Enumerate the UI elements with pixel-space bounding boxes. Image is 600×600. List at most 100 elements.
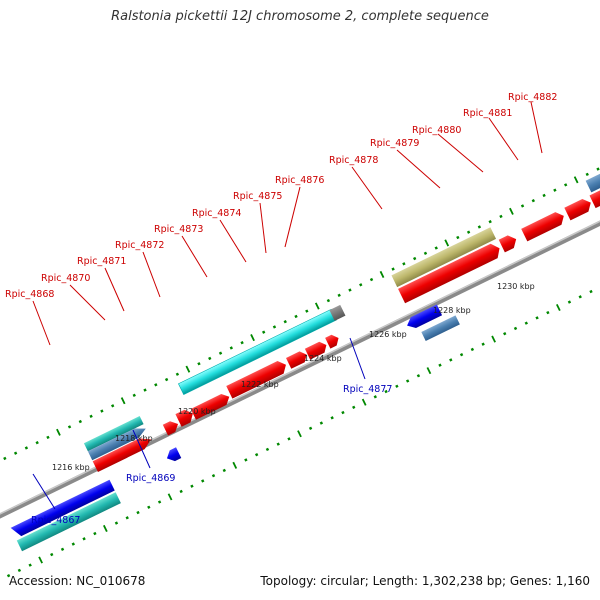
gene-label-4879[interactable]: Rpic_4879 [370,138,419,149]
tick-mark [175,372,180,376]
tick-mark [384,389,388,394]
feature-4880[interactable] [521,210,567,242]
tick-mark [218,351,223,355]
tick-mark [17,568,22,573]
tick-mark [185,365,191,373]
scale-label: 1230 kbp [497,282,535,291]
tick-mark [444,239,450,247]
tick-mark [56,428,61,436]
tick-mark [413,256,417,261]
tick-mark [114,521,119,525]
tick-mark [13,451,18,455]
tick-mark [93,531,97,536]
tick-mark [596,167,600,171]
gene-label-4876[interactable]: Rpic_4876 [275,175,324,186]
feature-4877[interactable] [404,304,443,331]
tick-mark [352,405,356,409]
feature-4874[interactable] [286,349,309,369]
tick-mark [229,346,233,350]
tick-mark [564,183,568,187]
gene-label-4877[interactable]: Rpic_4877 [343,384,392,395]
feature-4881[interactable] [564,196,594,221]
gene-label-4881[interactable]: Rpic_4881 [463,108,512,119]
feature-4867-rna[interactable] [16,492,121,552]
feature-4882[interactable] [589,188,600,209]
feature-4876[interactable] [325,333,341,349]
tick-mark [305,309,309,313]
feature-4868-rna[interactable] [83,416,144,452]
tick-mark [201,479,205,483]
feature-4869[interactable] [164,447,182,463]
feature-4871[interactable] [175,407,196,427]
tick-mark [67,425,72,429]
gene-label-4872[interactable]: Rpic_4872 [115,240,164,251]
tick-mark [369,277,374,282]
tick-mark [438,363,442,367]
tick-mark [423,251,428,255]
feature-4873[interactable] [226,358,289,399]
tick-mark [125,516,129,520]
tick-mark [147,505,151,509]
tick-mark [459,353,464,357]
tick-mark [297,430,302,438]
feature-4878-rna[interactable] [391,227,497,288]
feature-4879[interactable] [498,233,520,253]
scale-label: 1218 kbp [115,434,153,443]
accession-text: Accession: NC_010678 [9,574,146,588]
feature-4878[interactable] [398,241,503,304]
tick-mark [250,334,255,342]
tick-mark [82,537,86,541]
tick-mark [491,335,496,343]
tick-mark [154,383,158,387]
tick-mark [157,500,162,504]
tick-mark [71,542,75,546]
tick-mark [524,321,528,325]
feature-4867[interactable] [10,479,115,539]
gene-label-4875[interactable]: Rpic_4875 [233,191,282,202]
tick-mark [164,377,169,382]
gene-label-4882[interactable]: Rpic_4882 [508,92,557,103]
tick-mark [222,468,226,473]
tick-mark [513,326,518,331]
tick-mark [456,235,460,240]
tick-mark [535,316,539,320]
gene-label-4871[interactable]: Rpic_4871 [77,256,126,267]
feature-4868[interactable] [87,424,148,461]
tick-mark [416,374,421,378]
feature-4875[interactable] [304,340,329,360]
gene-label-4869[interactable]: Rpic_4869 [126,473,175,484]
tick-mark [308,426,313,431]
tick-mark [348,288,352,292]
gene-label-4880[interactable]: Rpic_4880 [412,125,461,136]
tick-mark [6,573,11,578]
gene-label-4867[interactable]: Rpic_4867 [31,515,80,526]
tick-mark [449,358,453,362]
feature-4870[interactable] [162,419,181,436]
gene-labels: Rpic_4868 Rpic_4870 Rpic_4871 Rpic_4872 … [5,92,557,526]
gene-label-4874[interactable]: Rpic_4874 [192,208,241,219]
gene-label-4873[interactable]: Rpic_4873 [154,224,203,235]
tick-mark [50,552,54,557]
feature-4872[interactable] [190,391,232,420]
tick-mark [509,207,514,215]
tick-mark [488,220,492,224]
scale-label: 1222 kbp [241,380,279,389]
tick-mark [283,319,287,324]
tick-mark [546,310,550,315]
feature-4882-rna[interactable] [585,149,600,193]
gene-label-4878[interactable]: Rpic_4878 [329,155,378,166]
feature-4877-rna[interactable] [421,315,460,342]
tick-mark [78,419,82,424]
feature-4868-cds[interactable] [92,434,154,472]
gene-label-4868[interactable]: Rpic_4868 [5,289,54,300]
gene-label-4870[interactable]: Rpic_4870 [41,273,90,284]
tick-mark [470,347,475,352]
map-title: Ralstonia pickettii 12J chromosome 2, co… [111,9,489,24]
scale-label: 1216 kbp [52,463,90,472]
tick-mark [35,440,39,445]
tick-mark [395,384,399,388]
tick-mark [499,214,503,219]
tick-mark [589,289,593,294]
tick-mark [341,410,345,415]
